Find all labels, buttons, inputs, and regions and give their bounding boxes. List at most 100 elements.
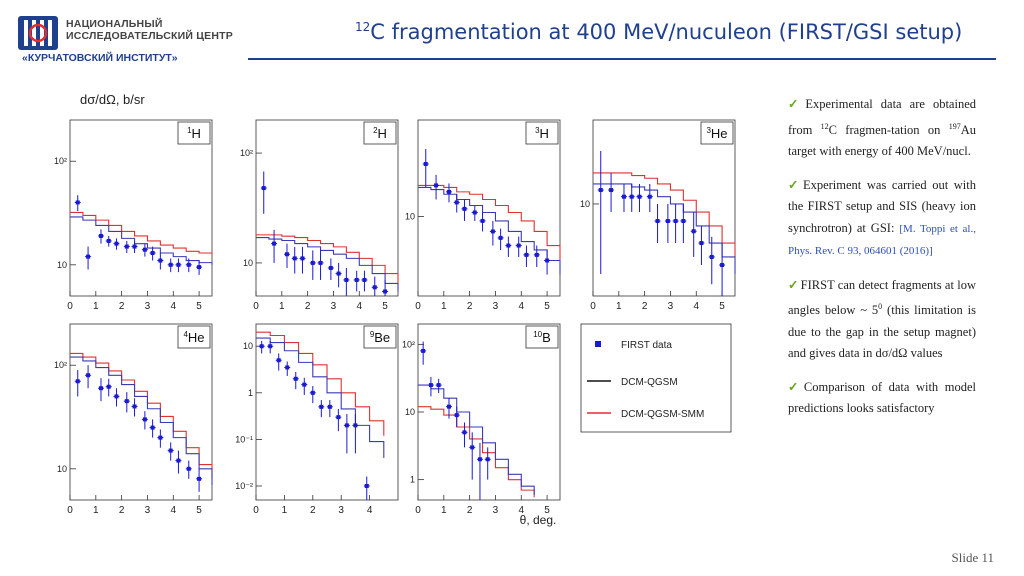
data-point xyxy=(261,186,266,191)
data-point xyxy=(292,256,297,261)
nucleus-mass: 10 xyxy=(533,330,542,339)
y-tick-label: 10 xyxy=(580,199,590,209)
data-point xyxy=(462,430,467,435)
reference-link[interactable]: [M. Toppi et al., Phys. Rev. C 93, 06460… xyxy=(788,222,976,258)
legend-qgsm-label: DCM-QGSM xyxy=(621,377,678,388)
nucleus-label: 2H xyxy=(373,126,387,141)
data-point xyxy=(477,457,482,462)
data-point xyxy=(168,262,173,267)
nucleus-label: 9Be xyxy=(370,330,390,345)
x-tick-label: 2 xyxy=(119,505,125,516)
nucleus-mass: 3 xyxy=(535,126,540,135)
x-tick-label: 1 xyxy=(93,505,99,516)
nucleus-mass: 9 xyxy=(370,330,375,339)
data-point xyxy=(598,188,603,193)
x-tick-label: 0 xyxy=(67,505,73,516)
note-4: ✓ Comparison of data with model predictio… xyxy=(788,379,976,416)
data-point xyxy=(142,417,147,422)
panel-frame xyxy=(69,323,213,501)
data-point xyxy=(268,344,273,349)
series-dcm-qgsm xyxy=(418,186,561,275)
legend-data-marker xyxy=(595,341,601,347)
data-point xyxy=(86,254,91,259)
data-point xyxy=(609,188,614,193)
nucleus-label-box xyxy=(363,325,397,349)
data-point xyxy=(485,457,490,462)
y-tick-label: 10 xyxy=(57,464,67,474)
data-point xyxy=(506,243,511,248)
x-tick-label: 2 xyxy=(310,505,316,516)
y-tick-label: 10² xyxy=(54,360,67,370)
data-point xyxy=(364,483,369,488)
x-tick-label: 2 xyxy=(467,301,473,312)
data-point xyxy=(310,390,315,395)
data-point xyxy=(490,229,495,234)
data-point xyxy=(302,382,307,387)
nucleus-mass: 2 xyxy=(373,126,378,135)
y-tick-label: 10 xyxy=(243,258,253,268)
x-tick-label: 4 xyxy=(356,301,362,312)
data-point xyxy=(98,233,103,238)
series-dcm-qgsm xyxy=(256,237,399,292)
data-point xyxy=(462,206,467,211)
slide-title: 12C fragmentation at 400 MeV/nuculeon (F… xyxy=(355,20,962,44)
data-point xyxy=(106,384,111,389)
x-tick-label: 5 xyxy=(382,301,388,312)
title-divider xyxy=(248,58,996,60)
x-tick-label: 0 xyxy=(415,301,421,312)
x-tick-label: 2 xyxy=(642,301,648,312)
legend-smm-label: DCM-QGSM-SMM xyxy=(621,409,704,420)
data-point xyxy=(647,194,652,199)
x-tick-label: 3 xyxy=(493,301,499,312)
checkmark-icon: ✓ xyxy=(788,379,802,394)
series-dcm-qgsm-smm xyxy=(256,331,385,436)
nucleus-label-box xyxy=(700,121,734,145)
series-dcm-qgsm-smm xyxy=(418,184,561,261)
x-tick-label: 3 xyxy=(331,301,337,312)
x-tick-label: 4 xyxy=(518,505,524,516)
data-point xyxy=(655,219,660,224)
data-point xyxy=(284,252,289,257)
x-tick-label: 5 xyxy=(544,301,550,312)
nucleus-mass: 3 xyxy=(706,126,711,135)
note-3: ✓ FIRST can detect fragments at low angle… xyxy=(788,277,977,361)
data-point xyxy=(545,258,550,263)
nucleus-label: 3H xyxy=(535,126,549,141)
org-line-2: ИССЛЕДОВАТЕЛЬСКИЙ ЦЕНТР xyxy=(66,30,233,42)
x-tick-label: 2 xyxy=(305,301,311,312)
data-point xyxy=(150,251,155,256)
data-point xyxy=(336,415,341,420)
data-point xyxy=(158,435,163,440)
x-tick-label: 2 xyxy=(467,505,473,516)
data-point xyxy=(124,244,129,249)
x-tick-label: 0 xyxy=(590,301,596,312)
data-point xyxy=(353,423,358,428)
data-point xyxy=(176,458,181,463)
checkmark-icon: ✓ xyxy=(788,277,799,292)
checkmark-icon: ✓ xyxy=(788,177,801,192)
data-point xyxy=(114,241,119,246)
data-point xyxy=(472,210,477,215)
x-tick-label: 0 xyxy=(253,301,259,312)
y-axis-label: dσ/dΩ, b/sr xyxy=(80,92,145,107)
data-point xyxy=(354,277,359,282)
nucleus-label-box xyxy=(363,121,397,145)
nucleus-label: 1H xyxy=(187,126,201,141)
data-point xyxy=(132,404,137,409)
panel-frame xyxy=(592,119,736,297)
y-tick-label: 1 xyxy=(410,475,415,485)
x-axis-label: θ, deg. xyxy=(520,513,557,527)
chart-panel: 0 1 2 3 4 10⁻² 10⁻¹ 1 10 9Be xyxy=(235,323,399,516)
nucleus-label-box xyxy=(177,325,211,349)
data-point xyxy=(150,425,155,430)
x-tick-label: 1 xyxy=(279,301,285,312)
data-point xyxy=(336,271,341,276)
data-point xyxy=(498,235,503,240)
data-point xyxy=(293,376,298,381)
data-point xyxy=(446,189,451,194)
data-point xyxy=(434,183,439,188)
series-dcm-qgsm-smm xyxy=(70,211,213,255)
nucleus-mass: 4 xyxy=(183,330,188,339)
x-tick-label: 4 xyxy=(693,301,699,312)
